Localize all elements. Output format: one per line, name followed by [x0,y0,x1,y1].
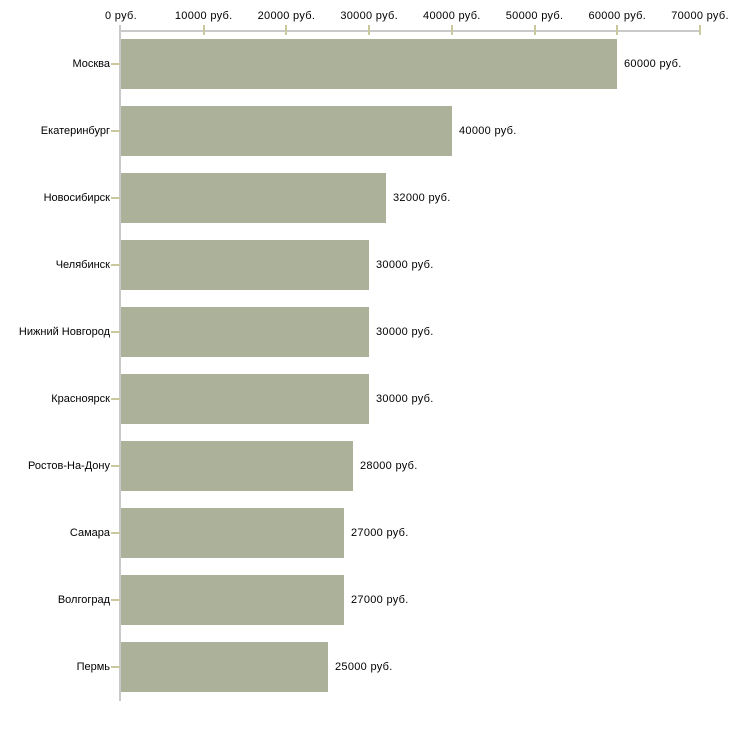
x-axis-tick-label: 60000 руб. [588,10,647,22]
value-label: 27000 руб. [351,594,409,606]
x-axis-tick-label: 30000 руб. [340,10,398,22]
bar [121,508,344,558]
value-label: 30000 руб. [376,259,434,271]
y-axis-line [119,25,121,701]
x-axis-tick-label: 20000 руб. [257,10,316,22]
x-axis-tick-label: 70000 руб. [671,10,729,22]
category-tick-mark [111,599,120,601]
x-axis-tick-label: 50000 руб. [505,10,564,22]
category-label: Екатеринбург [40,125,110,137]
bar [121,240,369,290]
x-axis-tick-mark [285,25,288,35]
bar-row: Нижний Новгород 30000 руб. [0,307,730,357]
category-tick-mark [111,130,120,132]
category-tick-mark [111,465,120,467]
category-tick-mark [111,666,120,668]
category-label: Москва [72,58,110,70]
bar-row: Новосибирск 32000 руб. [0,173,730,223]
bar-row: Красноярск 30000 руб. [0,374,730,424]
bar [121,106,452,156]
bar-row: Челябинск 30000 руб. [0,240,730,290]
value-label: 60000 руб. [624,58,682,70]
category-label: Красноярск [51,393,110,405]
x-axis-tick-mark [202,25,205,35]
category-tick-mark [111,197,120,199]
value-label: 25000 руб. [335,661,393,673]
bar-row: Пермь 25000 руб. [0,642,730,692]
category-tick-mark [111,532,120,534]
value-label: 27000 руб. [351,527,409,539]
bar-row: Самара 27000 руб. [0,508,730,558]
bar-row: Екатеринбург 40000 руб. [0,106,730,156]
bar [121,441,353,491]
value-label: 32000 руб. [393,192,451,204]
x-axis-tick-mark [368,25,371,35]
category-label: Ростов-На-Дону [27,460,110,472]
bar-row: Волгоград 27000 руб. [0,575,730,625]
x-axis-tick-label: 0 руб. [105,10,137,22]
x-axis-tick-mark [699,25,701,35]
category-tick-mark [111,398,120,400]
bar [121,173,386,223]
category-label: Челябинск [55,259,110,271]
category-tick-mark [111,63,120,65]
bar [121,307,369,357]
category-tick-mark [111,264,120,266]
x-axis-line [121,30,700,32]
category-label: Волгоград [57,594,110,606]
bar [121,39,617,89]
x-axis-tick-label: 10000 руб. [174,10,233,22]
bar-row: Москва 60000 руб. [0,39,730,89]
value-label: 30000 руб. [376,393,434,405]
x-axis-tick-mark [616,25,619,35]
category-label: Пермь [76,661,110,673]
value-label: 30000 руб. [376,326,434,338]
bar-row: Ростов-На-Дону 28000 руб. [0,441,730,491]
value-label: 28000 руб. [360,460,418,472]
x-axis-tick-mark [533,25,536,35]
category-label: Новосибирск [43,192,110,204]
x-axis-tick-mark [450,25,453,35]
category-tick-mark [111,331,120,333]
bar [121,374,369,424]
category-label: Нижний Новгород [18,326,110,338]
value-label: 40000 руб. [459,125,517,137]
category-label: Самара [69,527,110,539]
bar [121,575,344,625]
x-axis-tick-label: 40000 руб. [423,10,481,22]
bar [121,642,328,692]
